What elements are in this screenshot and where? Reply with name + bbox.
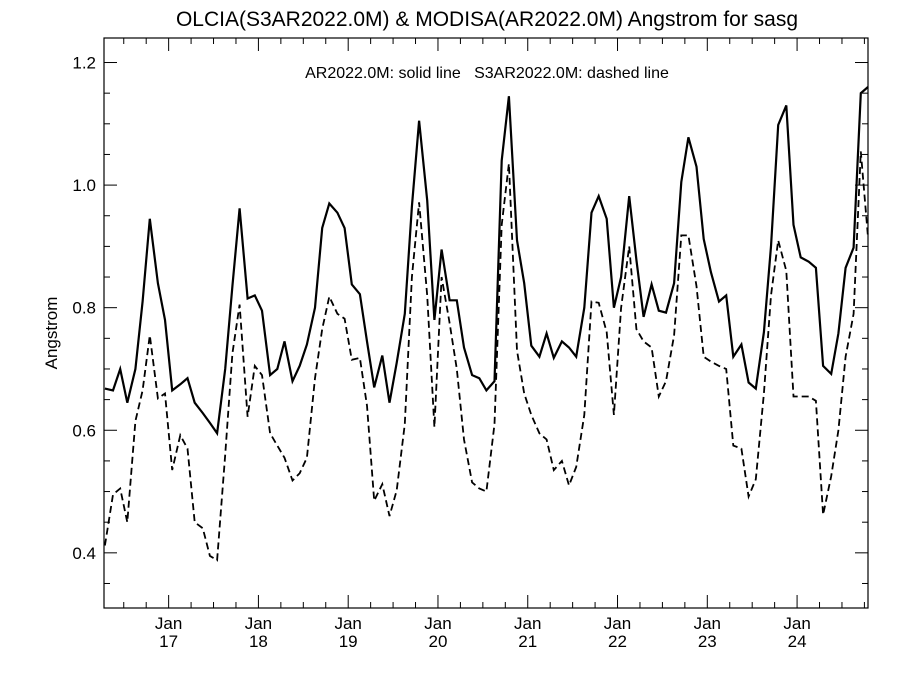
x-tick-label-month: Jan (514, 614, 541, 633)
x-tick-label-month: Jan (424, 614, 451, 633)
x-tick-label-year: 21 (518, 632, 537, 651)
x-tick-label-month: Jan (783, 614, 810, 633)
y-tick-label: 0.6 (72, 421, 96, 440)
x-tick-label-year: 24 (788, 632, 807, 651)
x-tick-label-month: Jan (155, 614, 182, 633)
y-tick-label: 1.2 (72, 54, 96, 73)
x-tick-label-month: Jan (604, 614, 631, 633)
x-tick-label-month: Jan (334, 614, 361, 633)
x-tick-label-month: Jan (245, 614, 272, 633)
x-tick-label-year: 23 (698, 632, 717, 651)
y-axis-label: Angstrom (42, 297, 61, 370)
x-tick-label-year: 17 (159, 632, 178, 651)
x-tick-label-month: Jan (694, 614, 721, 633)
y-tick-label: 1.0 (72, 176, 96, 195)
chart-title: OLCIA(S3AR2022.0M) & MODISA(AR2022.0M) A… (176, 8, 798, 31)
series-line-ar2022-0m (104, 86, 869, 437)
y-tick-label: 0.8 (72, 299, 96, 318)
y-tick-label: 0.4 (72, 544, 96, 563)
x-tick-label-year: 18 (249, 632, 268, 651)
x-tick-label-year: 22 (608, 632, 627, 651)
series-line-s3ar2022-0m (104, 151, 869, 562)
x-tick-label-year: 20 (429, 632, 448, 651)
line-style-note: AR2022.0M: solid line S3AR2022.0M: dashe… (305, 65, 669, 82)
plot-frame (103, 37, 869, 609)
x-tick-label-year: 19 (339, 632, 358, 651)
